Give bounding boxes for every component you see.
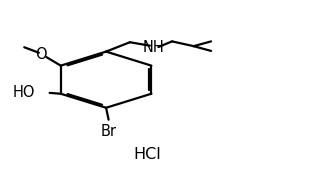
Text: HCl: HCl [133,147,161,162]
Text: NH: NH [143,40,165,55]
Text: Br: Br [100,124,116,139]
Text: O: O [35,47,47,62]
Text: HO: HO [13,85,36,100]
